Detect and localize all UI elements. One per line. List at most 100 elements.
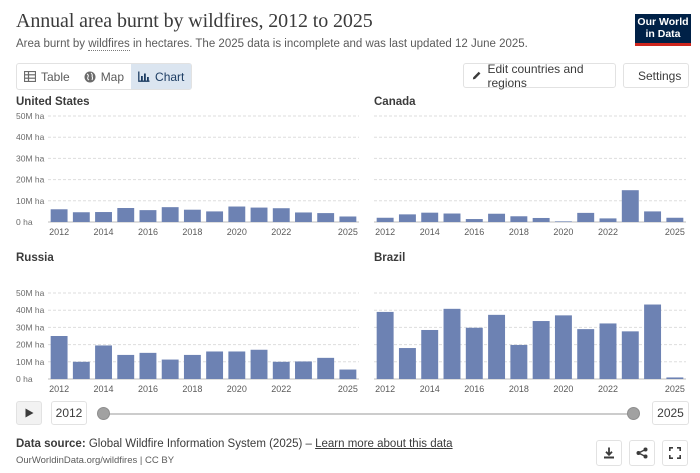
y-tick-label: 20M ha [16, 340, 45, 350]
pencil-icon [472, 71, 481, 80]
bar-brazil-2022 [599, 323, 617, 379]
bar-canada-2013 [398, 214, 416, 222]
x-tick-label: 2022 [271, 384, 291, 394]
x-tick-label: 2025 [338, 384, 358, 394]
x-tick-label: 2014 [420, 227, 440, 237]
learn-more-link[interactable]: Learn more about this data [315, 438, 453, 450]
panel-title-brazil: Brazil [374, 252, 405, 264]
bar-canada-2024 [644, 211, 662, 222]
bar-brazil-2024 [644, 304, 662, 379]
y-tick-label: 40M ha [16, 132, 45, 142]
bar-united-states-2012 [50, 209, 68, 222]
bar-brazil-2020 [554, 315, 572, 379]
y-tick-label: 30M ha [16, 322, 45, 332]
bar-russia-2021 [250, 349, 268, 379]
bar-united-states-2024 [317, 213, 335, 222]
bar-russia-2012 [50, 336, 68, 379]
play-icon [25, 408, 33, 418]
tab-map-label: Map [100, 69, 125, 84]
data-source: Data source: Global Wildfire Information… [16, 438, 453, 450]
bar-russia-2017 [161, 359, 179, 379]
settings-label: Settings [638, 68, 682, 83]
bar-united-states-2016 [139, 210, 157, 222]
x-tick-label: 2012 [375, 384, 395, 394]
x-tick-label: 2016 [464, 227, 484, 237]
share-button[interactable] [629, 440, 655, 466]
x-tick-label: 2022 [598, 227, 618, 237]
bar-canada-2016 [465, 219, 483, 222]
bar-brazil-2015 [443, 308, 461, 379]
tab-chart[interactable]: Chart [131, 64, 192, 89]
x-tick-label: 2012 [375, 227, 395, 237]
x-tick-label: 2016 [138, 227, 158, 237]
x-tick-label: 2016 [464, 384, 484, 394]
fullscreen-button[interactable] [662, 440, 688, 466]
bar-russia-2014 [95, 345, 112, 379]
bar-canada-2015 [443, 213, 461, 222]
x-tick-label: 2018 [509, 384, 529, 394]
y-tick-label: 50M ha [16, 288, 45, 298]
x-tick-label: 2016 [138, 384, 158, 394]
bar-russia-2015 [117, 354, 135, 379]
download-button[interactable] [596, 440, 622, 466]
bar-brazil-2013 [398, 348, 416, 379]
x-tick-label: 2025 [665, 384, 685, 394]
bar-brazil-2019 [532, 321, 550, 379]
x-tick-label: 2020 [227, 227, 247, 237]
tab-chart-label: Chart [155, 69, 185, 84]
bar-united-states-2022 [272, 208, 290, 222]
bar-canada-2018 [510, 216, 528, 222]
bar-united-states-2013 [72, 212, 90, 222]
owid-logo[interactable]: Our World in Data [635, 14, 691, 46]
bar-canada-2017 [488, 213, 506, 222]
y-tick-label: 10M ha [16, 357, 45, 367]
settings-button[interactable]: Settings [623, 63, 689, 88]
bar-russia-2016 [139, 352, 157, 379]
x-tick-label: 2014 [94, 384, 114, 394]
bar-brazil-2018 [510, 344, 528, 379]
timeline-start-year[interactable]: 2012 [51, 401, 87, 425]
bar-united-states-2025 [339, 216, 357, 222]
bar-united-states-2018 [183, 209, 201, 222]
bar-canada-2014 [421, 212, 439, 222]
bar-canada-2023 [621, 190, 639, 222]
tab-map[interactable]: Map [77, 64, 131, 89]
x-tick-label: 2020 [227, 384, 247, 394]
timeline-end-year[interactable]: 2025 [652, 401, 689, 425]
bar-russia-2019 [206, 351, 224, 379]
panel-title-canada: Canada [374, 96, 416, 108]
wildfires-definition-link[interactable]: wildfires [88, 38, 130, 51]
logo-line-2: in Data [645, 28, 681, 40]
bar-united-states-2017 [161, 207, 179, 222]
panel-title-united-states: United States [16, 96, 90, 108]
x-tick-label: 2022 [598, 384, 618, 394]
chart-icon [138, 71, 150, 82]
bar-russia-2018 [183, 354, 201, 379]
play-button[interactable] [16, 401, 42, 425]
x-tick-label: 2020 [553, 227, 573, 237]
bar-brazil-2021 [577, 329, 595, 379]
timeline-start-handle[interactable] [97, 407, 110, 420]
y-tick-label: 10M ha [16, 196, 45, 206]
y-tick-label: 40M ha [16, 305, 45, 315]
source-text: Global Wildfire Information System (2025… [85, 438, 316, 450]
edit-countries-button[interactable]: Edit countries and regions [463, 62, 616, 90]
subtitle-text-start: Area burnt by [16, 38, 89, 50]
y-tick-label: 50M ha [16, 111, 45, 121]
x-tick-label: 2014 [420, 384, 440, 394]
bar-brazil-2023 [621, 331, 639, 379]
timeline-end-handle[interactable] [627, 407, 640, 420]
panel-title-russia: Russia [16, 252, 54, 264]
x-tick-label: 2018 [182, 384, 202, 394]
x-tick-label: 2012 [49, 384, 69, 394]
chart-title: Annual area burnt by wildfires, 2012 to … [16, 10, 373, 32]
tab-table[interactable]: Table [17, 64, 77, 89]
timeline-track[interactable] [104, 413, 634, 415]
x-tick-label: 2020 [553, 384, 573, 394]
bar-canada-2019 [532, 217, 550, 222]
download-icon [604, 447, 614, 459]
bar-canada-2012 [376, 217, 394, 222]
expand-icon [669, 447, 681, 459]
bar-united-states-2023 [295, 212, 312, 222]
